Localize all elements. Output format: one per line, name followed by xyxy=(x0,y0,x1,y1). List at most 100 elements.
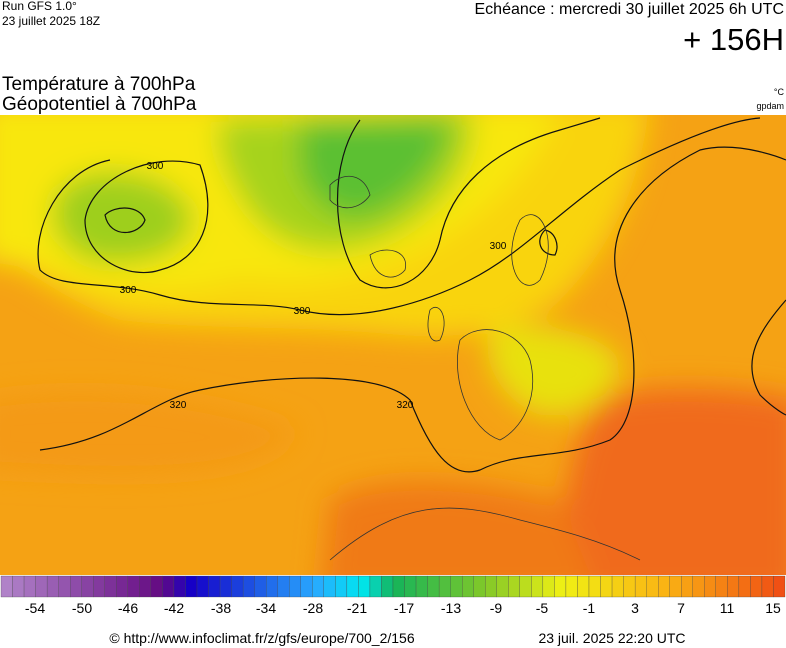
scale-label: -28 xyxy=(303,600,323,616)
color-swatch xyxy=(773,575,786,598)
color-swatch xyxy=(565,575,578,598)
color-swatch xyxy=(462,575,474,598)
color-swatch xyxy=(289,575,301,598)
color-swatch xyxy=(611,575,624,598)
color-swatch xyxy=(727,575,740,598)
color-swatch xyxy=(738,575,751,598)
scale-label: -13 xyxy=(441,600,461,616)
color-swatch xyxy=(81,575,94,598)
color-swatch xyxy=(150,575,163,598)
valid-time: Echéance : mercredi 30 juillet 2025 6h U… xyxy=(475,1,785,18)
unit-1: °C xyxy=(774,87,785,97)
color-swatch xyxy=(761,575,774,598)
geopotential-contours xyxy=(37,117,786,473)
scale-label: 7 xyxy=(677,600,685,616)
color-swatch xyxy=(623,575,636,598)
color-swatch xyxy=(23,575,36,598)
scale-label: -38 xyxy=(211,600,231,616)
scale-label: 15 xyxy=(765,600,781,616)
contour-label: 300 xyxy=(490,241,507,252)
color-swatch xyxy=(392,575,405,598)
run-date: 23 juillet 2025 18Z xyxy=(2,14,100,28)
color-swatch xyxy=(277,575,290,598)
color-swatch xyxy=(404,575,417,598)
color-swatch xyxy=(116,575,128,598)
color-swatch xyxy=(35,575,48,598)
color-swatch xyxy=(438,575,451,598)
color-swatch xyxy=(669,575,682,598)
color-swatch xyxy=(46,575,59,598)
scale-label: -5 xyxy=(536,600,549,616)
contour-label: 320 xyxy=(397,400,414,411)
color-swatch xyxy=(185,575,198,598)
scale-label: -46 xyxy=(118,600,138,616)
run-label: Run GFS 1.0° xyxy=(2,0,77,13)
color-swatch xyxy=(600,575,613,598)
color-swatch xyxy=(300,575,313,598)
temperature-field xyxy=(0,115,786,575)
scale-label: -1 xyxy=(583,600,596,616)
color-swatch xyxy=(450,575,463,598)
color-swatch xyxy=(358,575,371,598)
lead-time: + 156H xyxy=(683,22,784,57)
color-swatch xyxy=(681,575,693,598)
contour-label: 300 xyxy=(120,285,137,296)
color-swatch xyxy=(346,575,359,598)
color-swatch xyxy=(485,575,497,598)
contour-labels: 300 300 300 300 320 320 xyxy=(120,161,507,411)
color-scale: -54 -50 -46 -42 -38 -34 -28 -21 -17 -13 -9 -5 -1 3 7 11… xyxy=(0,575,786,616)
color-swatch xyxy=(577,575,590,598)
color-swatch xyxy=(58,575,71,598)
color-swatch xyxy=(173,575,186,598)
scale-label: 11 xyxy=(720,600,735,616)
color-swatch xyxy=(104,575,117,598)
contour-label: 300 xyxy=(147,161,164,172)
scale-label: 3 xyxy=(631,600,639,616)
color-swatch xyxy=(231,575,244,598)
scale-label: -17 xyxy=(394,600,414,616)
source: © http://www.infoclimat.fr/z/gfs/europe/… xyxy=(109,630,414,646)
color-swatch xyxy=(427,575,440,598)
color-swatch xyxy=(692,575,705,598)
color-swatch xyxy=(196,575,209,598)
color-swatch xyxy=(658,575,670,598)
color-swatch xyxy=(634,575,647,598)
color-swatch xyxy=(93,575,105,598)
color-swatch xyxy=(646,575,659,598)
color-swatch xyxy=(219,575,232,598)
scale-label: -42 xyxy=(164,600,184,616)
color-swatch xyxy=(704,575,716,598)
unit-2: gpdam xyxy=(756,101,784,111)
color-swatch xyxy=(554,575,567,598)
scale-label: -9 xyxy=(490,600,503,616)
map-title-1: Température à 700hPa xyxy=(2,74,196,95)
scale-label: -50 xyxy=(72,600,92,616)
color-swatch xyxy=(750,575,763,598)
color-swatch xyxy=(369,575,382,598)
contour-label: 320 xyxy=(170,400,187,411)
color-swatch xyxy=(266,575,278,598)
color-swatch xyxy=(139,575,152,598)
color-swatch xyxy=(208,575,221,598)
generated-time: 23 juil. 2025 22:20 UTC xyxy=(538,630,685,646)
color-swatch xyxy=(312,575,324,598)
color-swatch xyxy=(127,575,140,598)
coastlines xyxy=(329,175,641,561)
map-title-2: Géopotentiel à 700hPa xyxy=(2,94,197,115)
color-swatch xyxy=(12,575,25,598)
color-swatch xyxy=(496,575,509,598)
color-swatch xyxy=(531,575,544,598)
map: 300 300 300 300 320 320 xyxy=(0,115,786,575)
scale-label: -54 xyxy=(25,600,45,616)
color-swatch xyxy=(542,575,555,598)
color-swatch xyxy=(0,575,13,598)
scale-label: -34 xyxy=(256,600,276,616)
color-swatch xyxy=(162,575,175,598)
color-swatch xyxy=(519,575,532,598)
contour-label: 300 xyxy=(294,306,311,317)
color-swatch xyxy=(508,575,520,598)
color-swatch xyxy=(715,575,728,598)
color-swatch xyxy=(335,575,348,598)
color-swatch xyxy=(242,575,255,598)
